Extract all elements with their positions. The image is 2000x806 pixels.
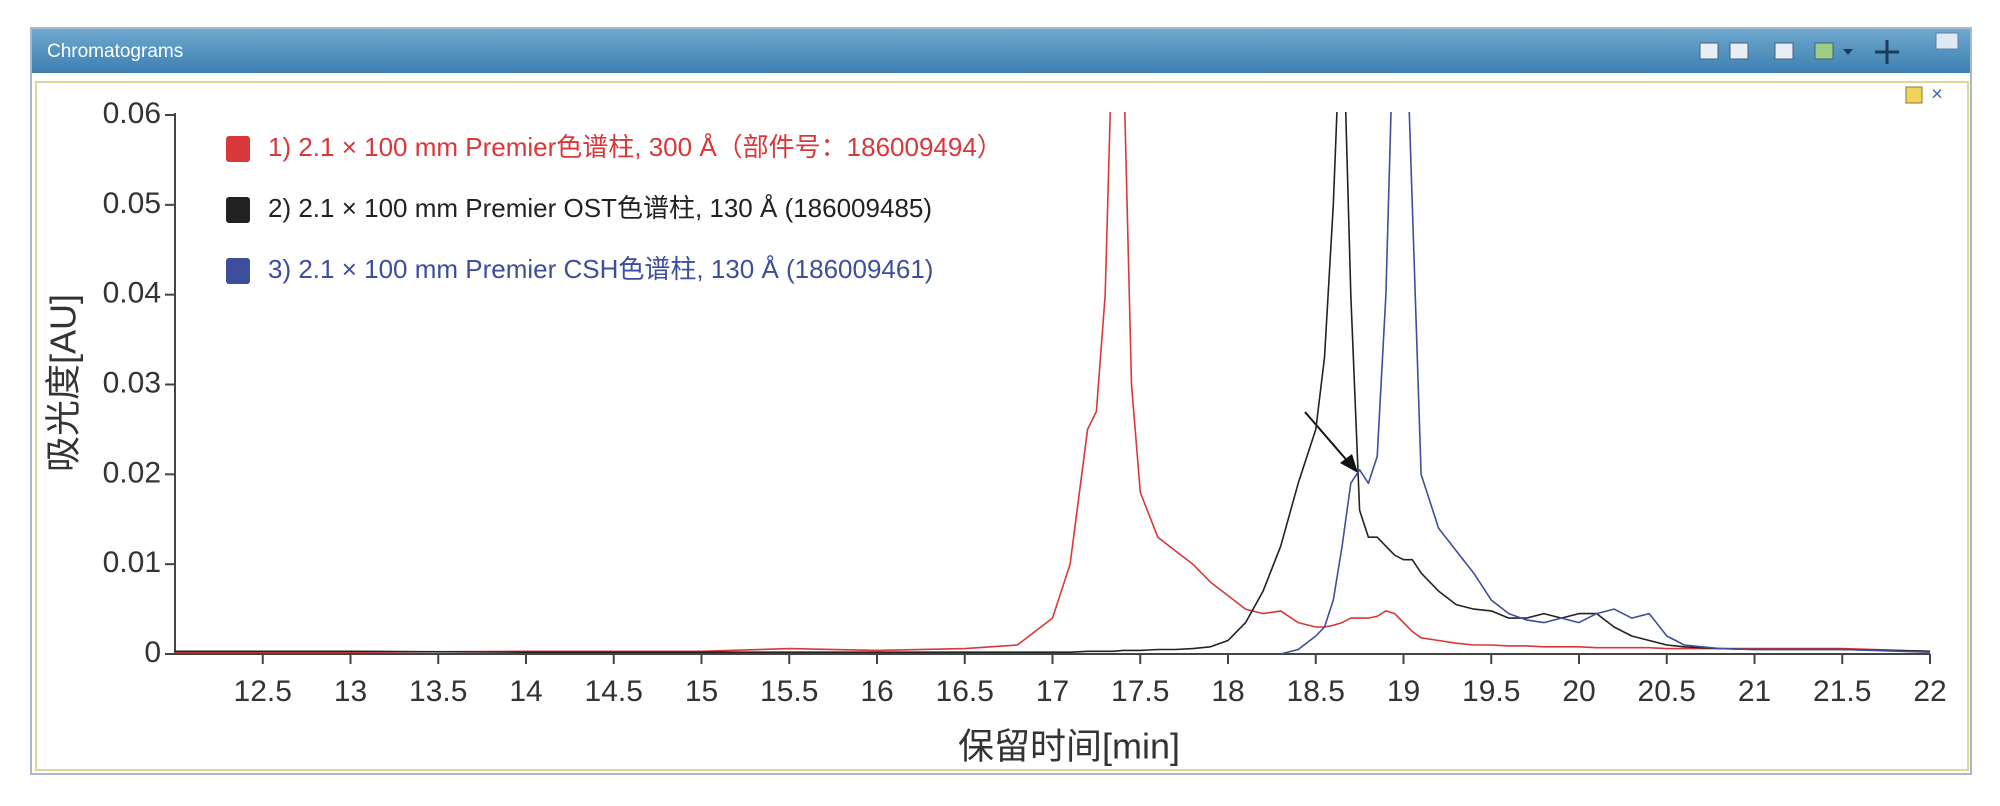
y-tick-label: 0.01 xyxy=(103,546,161,579)
legend-label: 3) 2.1 × 100 mm Premier CSH色谱柱, 130 Å (1… xyxy=(268,254,933,284)
window-title: Chromatograms xyxy=(47,41,183,62)
x-tick-label: 14 xyxy=(509,675,542,708)
annotation-arrowhead xyxy=(1340,454,1358,473)
x-tick-label: 21.5 xyxy=(1813,675,1871,708)
x-tick-label: 21 xyxy=(1738,675,1771,708)
x-tick-label: 20 xyxy=(1562,675,1595,708)
x-tick-label: 22 xyxy=(1913,675,1946,708)
y-tick-label: 0.04 xyxy=(103,277,161,310)
y-tick-label: 0.02 xyxy=(103,456,161,489)
x-tick-label: 12.5 xyxy=(234,675,292,708)
legend-label: 2) 2.1 × 100 mm Premier OST色谱柱, 130 Å (1… xyxy=(268,193,932,223)
y-tick-label: 0 xyxy=(144,636,161,669)
close-button[interactable]: × xyxy=(1931,83,1943,105)
annotation-arrow xyxy=(1304,411,1351,465)
legend-label: 1) 2.1 × 100 mm Premier色谱柱, 300 Å（部件号：18… xyxy=(268,132,1003,162)
x-tick-label: 19.5 xyxy=(1462,675,1520,708)
x-tick-label: 14.5 xyxy=(585,675,643,708)
dropdown-arrow[interactable] xyxy=(1843,49,1853,55)
restore-button[interactable] xyxy=(1935,32,1959,50)
x-tick-label: 18.5 xyxy=(1287,675,1345,708)
legend-swatch xyxy=(226,258,250,284)
x-tick-label: 16.5 xyxy=(936,675,994,708)
toolbar-button[interactable] xyxy=(1699,42,1719,60)
x-tick-label: 19 xyxy=(1387,675,1420,708)
y-tick-label: 0.03 xyxy=(103,366,161,399)
x-tick-label: 13 xyxy=(334,675,367,708)
pin-button[interactable] xyxy=(1905,86,1923,104)
y-tick-label: 0.06 xyxy=(103,97,161,130)
x-tick-label: 13.5 xyxy=(409,675,467,708)
move-button[interactable] xyxy=(1875,40,1899,64)
y-axis-label: 吸光度[AU] xyxy=(43,294,84,472)
legend-swatch xyxy=(226,136,250,162)
x-tick-label: 16 xyxy=(860,675,893,708)
series-line xyxy=(175,112,1931,653)
x-axis-label: 保留时间[min] xyxy=(958,726,1180,767)
toolbar xyxy=(1699,32,1959,64)
x-tick-label: 18 xyxy=(1211,675,1244,708)
toolbar-button[interactable] xyxy=(1814,42,1834,60)
x-tick-label: 20.5 xyxy=(1638,675,1696,708)
plot-panel xyxy=(35,81,1969,771)
toolbar-button[interactable] xyxy=(1729,42,1749,60)
series-line xyxy=(175,112,1931,653)
toolbar-button[interactable] xyxy=(1774,42,1794,60)
title-bar xyxy=(32,29,1970,73)
y-tick-label: 0.05 xyxy=(103,187,161,220)
x-tick-label: 15.5 xyxy=(760,675,818,708)
x-tick-label: 17 xyxy=(1036,675,1069,708)
x-tick-label: 17.5 xyxy=(1111,675,1169,708)
series-line xyxy=(1280,112,1931,655)
x-tick-label: 15 xyxy=(685,675,718,708)
legend-swatch xyxy=(226,197,250,223)
